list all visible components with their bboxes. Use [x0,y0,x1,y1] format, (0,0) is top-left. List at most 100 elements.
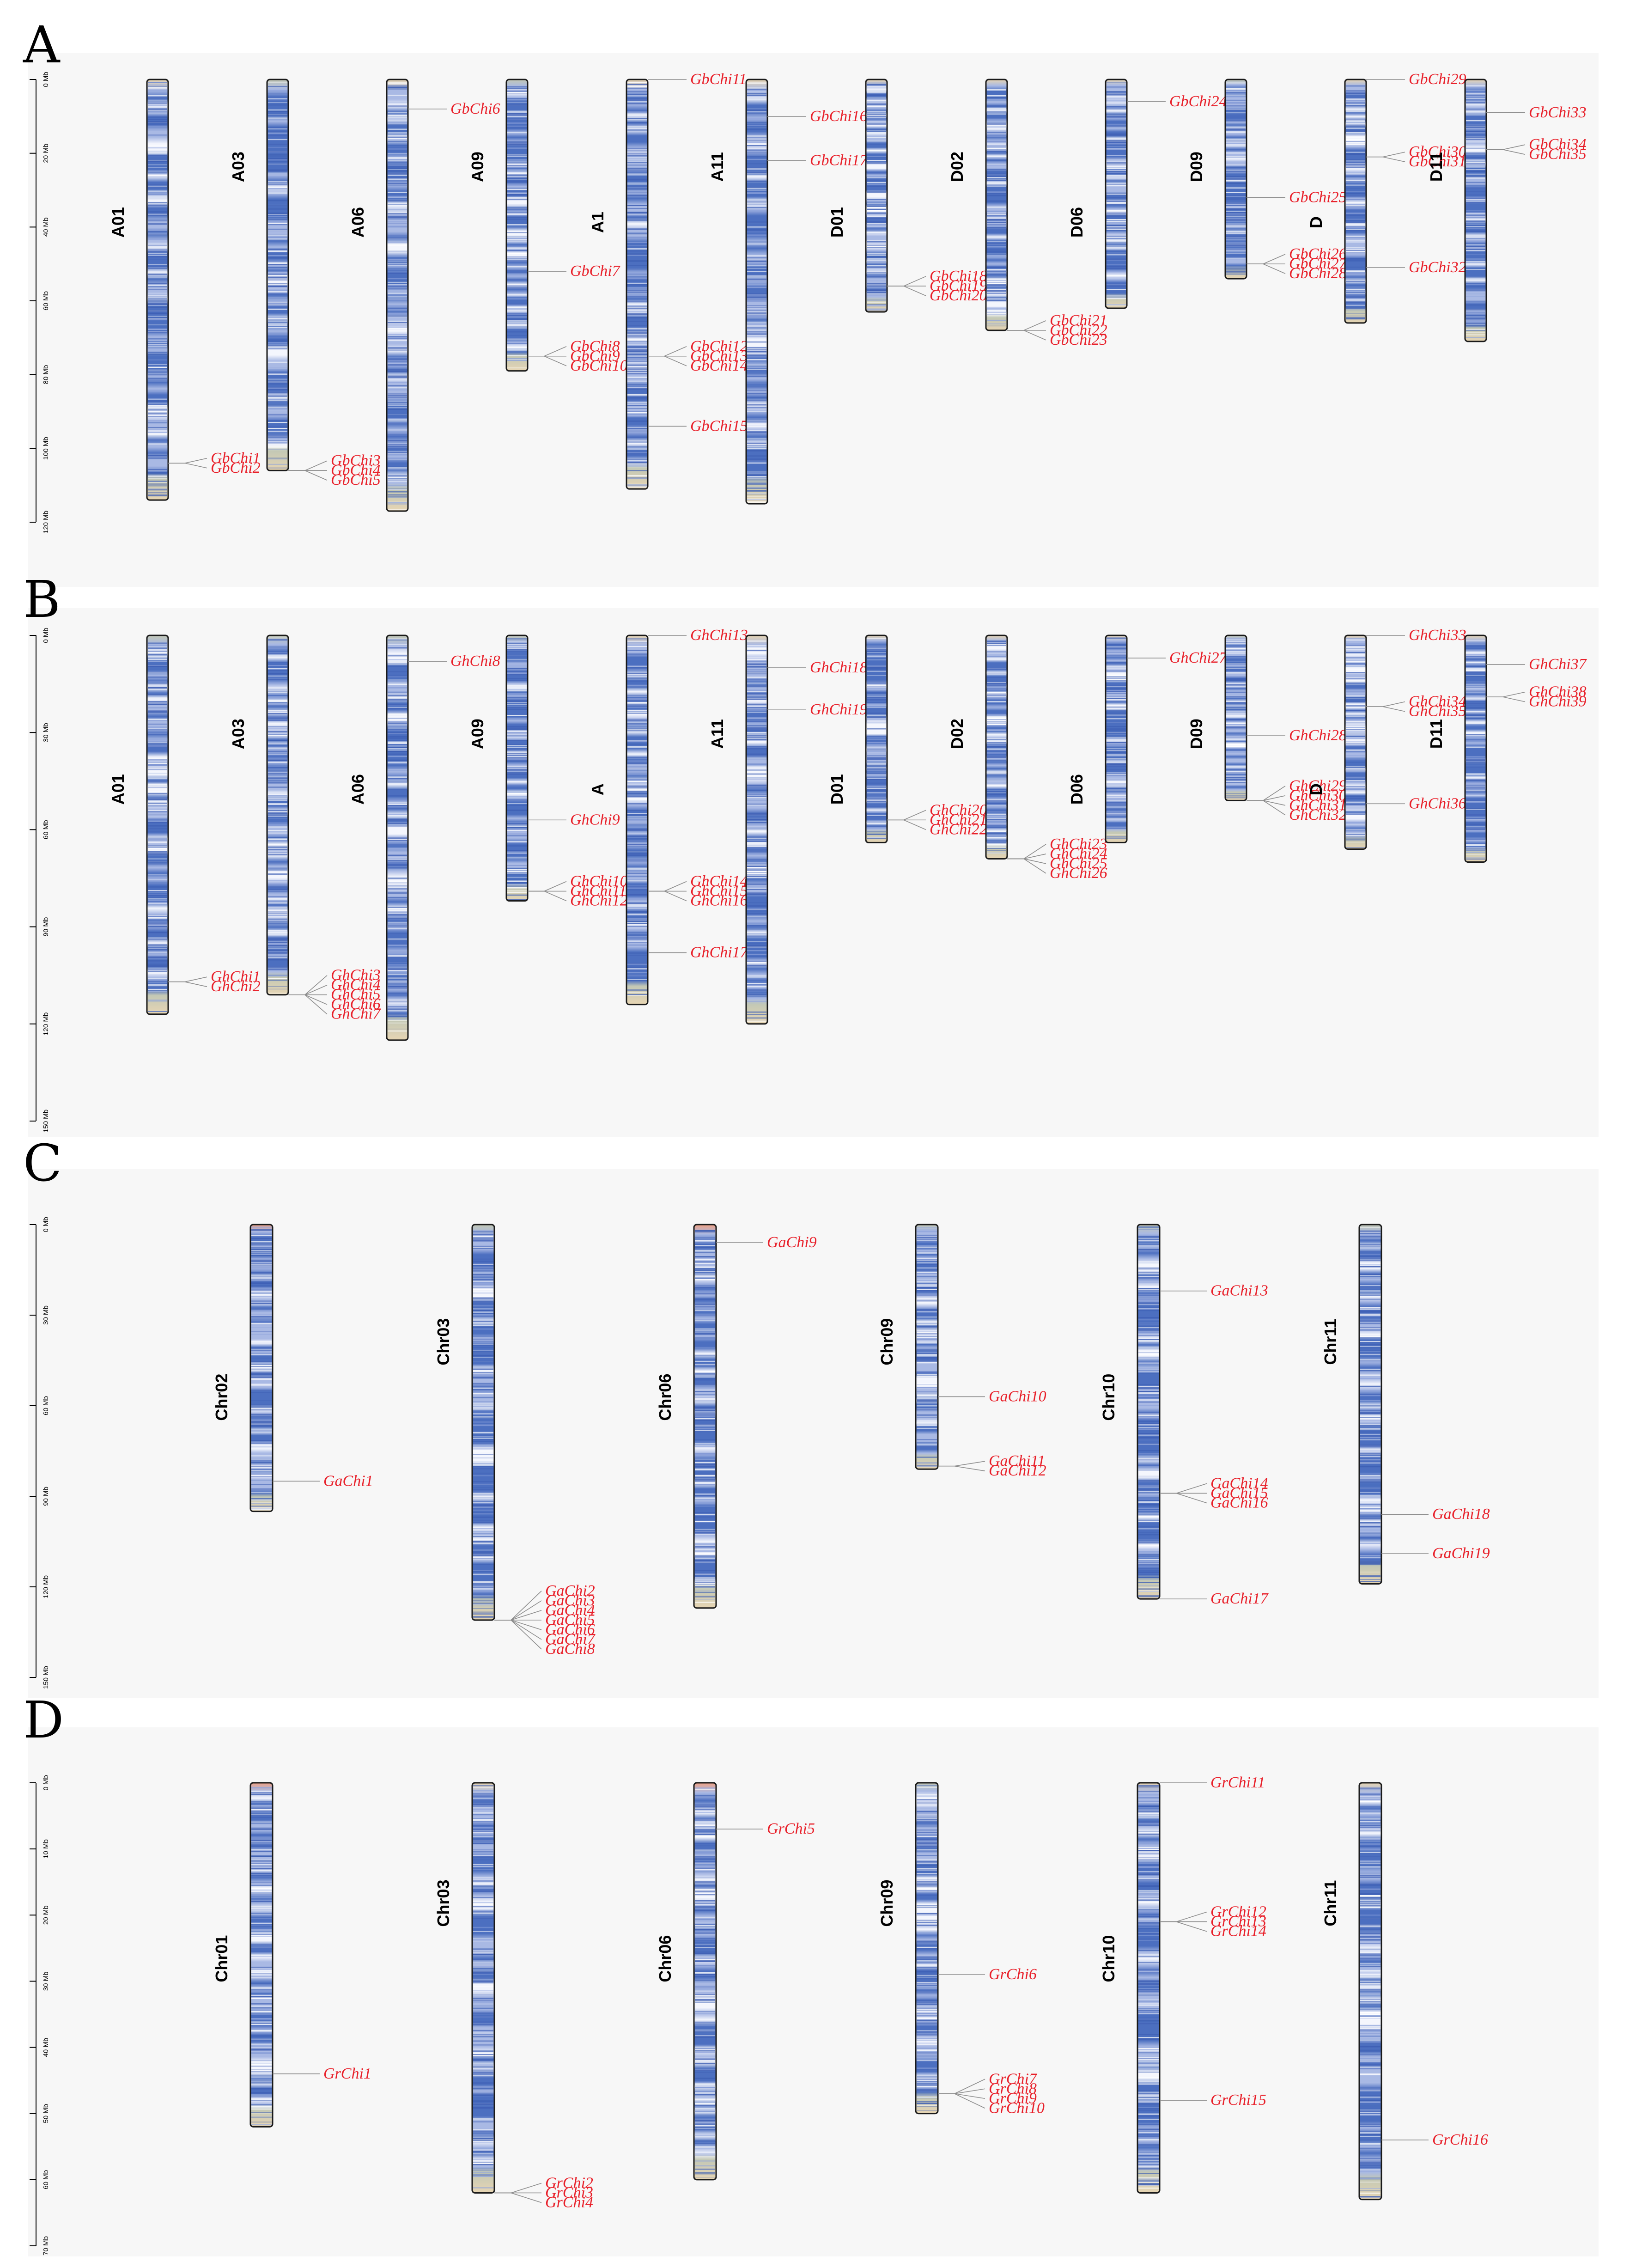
density-stripe [268,381,287,383]
density-stripe [251,1470,272,1472]
density-stripe [507,180,527,182]
gene-leader-line [1366,706,1405,712]
density-stripe [268,798,287,800]
density-stripe [627,129,647,131]
density-stripe [987,181,1006,182]
density-stripe [867,765,886,767]
density-stripe [627,867,647,869]
density-stripe [148,861,167,863]
density-stripe [627,478,647,479]
density-stripe [627,780,647,782]
density-stripe [1226,676,1246,677]
density-stripe [747,354,766,356]
density-stripe [987,310,1006,311]
density-stripe [1466,786,1485,788]
density-stripe [1107,666,1126,668]
density-stripe [627,407,647,409]
density-stripe [148,285,167,286]
panel-background [28,53,1599,587]
density-stripe [251,1323,272,1325]
density-stripe [507,195,527,196]
density-stripe [388,404,407,406]
density-stripe [627,798,647,800]
density-stripe [1466,707,1485,709]
density-stripe [627,860,647,862]
axis-tick-label: 30 Mb [42,1305,50,1325]
density-stripe [148,495,167,497]
density-stripe [917,1405,937,1406]
density-stripe [627,777,647,779]
density-stripe [987,217,1006,219]
density-stripe [148,123,167,125]
gene-label: GhChi4 [331,976,381,994]
density-stripe [473,1320,493,1322]
density-stripe [1346,741,1365,742]
density-stripe [627,405,647,407]
density-stripe [1346,119,1365,121]
density-stripe [507,166,527,168]
density-stripe [747,198,766,200]
density-stripe [148,167,167,168]
density-stripe [695,1515,715,1516]
density-stripe [148,412,167,413]
density-stripe [695,1452,715,1454]
density-stripe [148,991,167,992]
gene-leader-line [168,981,207,987]
density-stripe [747,151,766,152]
density-stripe [148,405,167,407]
density-stripe [695,1266,715,1268]
density-stripe [1346,727,1365,728]
density-stripe [388,83,407,85]
density-stripe [1107,814,1126,816]
density-stripe [268,327,287,328]
density-stripe [388,272,407,274]
density-stripe [1346,682,1365,684]
density-stripe [388,381,407,383]
density-stripe [867,668,886,670]
density-stripe [1346,152,1365,153]
density-stripe [507,198,527,199]
density-stripe [987,159,1006,161]
density-stripe [747,649,766,651]
density-stripe [987,172,1006,174]
density-stripe [473,1247,493,1249]
density-stripe [473,1321,493,1322]
density-stripe [473,1240,493,1242]
density-stripe [867,746,886,747]
density-stripe [747,850,766,852]
density-stripe [695,1453,715,1455]
density-stripe [747,676,766,678]
density-stripe [507,646,527,647]
density-stripe [1107,107,1126,108]
density-stripe [148,814,167,815]
density-stripe [867,777,886,779]
density-stripe [627,795,647,797]
density-stripe [627,719,647,720]
density-stripe [1466,291,1485,292]
density-stripe [695,1390,715,1391]
density-stripe [627,968,647,969]
density-stripe [1226,243,1246,244]
gene-label: GhChi27 [1169,649,1228,666]
density-stripe [148,793,167,794]
density-stripe [917,1387,937,1389]
density-stripe [695,1516,715,1518]
density-stripe [627,336,647,337]
density-stripe [747,368,766,369]
density-stripe [268,724,287,726]
density-stripe [1226,106,1246,107]
density-stripe [627,894,647,896]
density-stripe [507,177,527,179]
density-stripe [388,910,407,911]
density-stripe [1346,134,1365,136]
density-stripe [1466,701,1485,702]
chromosome-label: D02 [948,152,967,182]
chromosome-bar [506,79,528,371]
density-stripe [987,642,1006,644]
density-stripe [987,805,1006,806]
density-stripe [627,276,647,278]
density-stripe [1107,250,1126,251]
density-stripe [867,716,886,718]
density-stripe [1346,749,1365,751]
